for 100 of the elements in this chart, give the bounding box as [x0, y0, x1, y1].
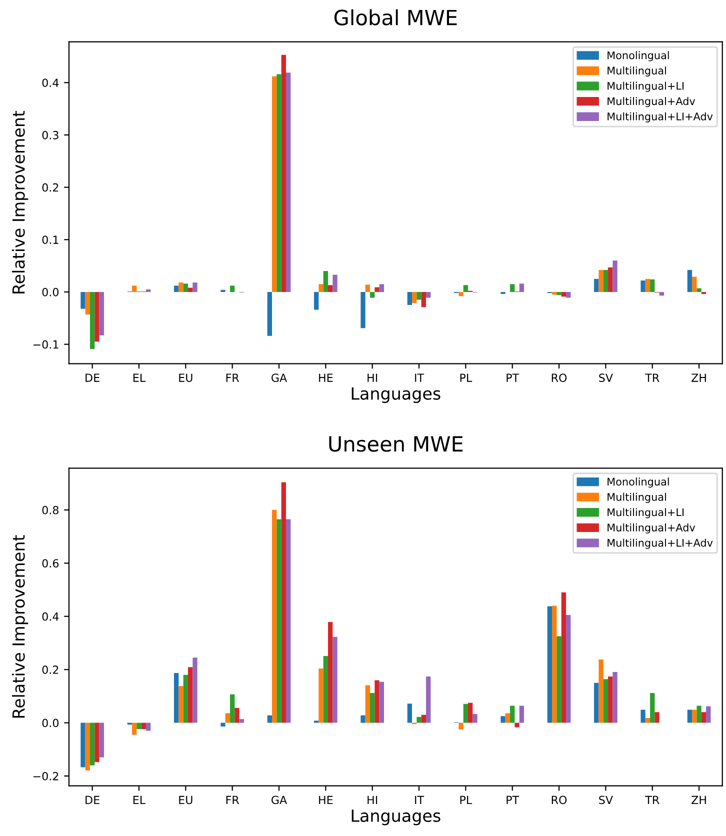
- bar: [561, 292, 566, 297]
- y-tick-label: 0.4: [42, 78, 59, 87]
- bar: [332, 636, 338, 723]
- bar: [561, 592, 566, 723]
- x-tick-label: HI: [368, 374, 378, 382]
- x-tick-label: GA: [272, 796, 288, 804]
- bar: [608, 676, 613, 723]
- legend-label: Multilingual+Adv: [608, 523, 696, 534]
- bar: [505, 713, 510, 723]
- bar: [286, 519, 291, 723]
- x-tick-label: TR: [645, 374, 660, 382]
- x-tick-label: EL: [133, 796, 146, 804]
- bar: [225, 713, 230, 723]
- legend-label: Monolingual: [608, 51, 669, 62]
- y-tick-label: 0.0: [42, 718, 59, 728]
- bar: [514, 722, 520, 728]
- bar: [272, 76, 277, 292]
- bar: [90, 292, 95, 350]
- bar: [178, 282, 184, 292]
- bar: [598, 270, 604, 292]
- bar: [556, 292, 562, 296]
- bar: [407, 292, 412, 306]
- bar: [370, 292, 375, 298]
- y-tick-label: 0.1: [42, 236, 58, 244]
- x-tick-label: ZH: [692, 796, 706, 804]
- bar: [603, 270, 608, 292]
- bar: [556, 636, 562, 723]
- bar: [374, 680, 380, 723]
- bar: [426, 676, 431, 723]
- bar: [85, 722, 90, 770]
- y-tick-label: 0.2: [42, 183, 58, 192]
- bar: [323, 271, 328, 292]
- bar: [412, 292, 417, 303]
- bar: [267, 292, 272, 336]
- bar: [276, 74, 282, 292]
- y-tick-label: 0.3: [42, 130, 58, 140]
- bar: [94, 722, 100, 762]
- bar: [230, 286, 235, 292]
- x-tick-label: HE: [319, 796, 333, 804]
- bar: [598, 659, 604, 723]
- bar: [612, 260, 618, 292]
- bar: [640, 280, 646, 292]
- x-tick-label: GA: [272, 374, 288, 382]
- bar: [314, 292, 319, 310]
- bar: [374, 287, 380, 292]
- bar: [230, 694, 235, 723]
- y-axis-title: Relative Improvement: [12, 110, 28, 294]
- bar: [85, 292, 90, 314]
- bar: [696, 706, 702, 723]
- bar: [594, 682, 599, 723]
- bar: [612, 672, 618, 723]
- bar: [701, 292, 706, 294]
- bar: [267, 715, 272, 723]
- bar: [360, 715, 366, 723]
- bar: [141, 722, 146, 730]
- bar: [146, 722, 151, 731]
- bar: [416, 292, 422, 300]
- x-tick-label: PL: [460, 374, 472, 382]
- bar: [706, 706, 711, 723]
- x-tick-label: HI: [368, 796, 378, 804]
- x-tick-label: PL: [460, 796, 472, 804]
- bar: [328, 622, 333, 723]
- bar: [510, 284, 515, 292]
- bar: [183, 674, 188, 723]
- bar: [239, 719, 244, 723]
- y-tick-label: 0.2: [42, 666, 58, 674]
- bar: [426, 292, 431, 298]
- bar: [519, 706, 524, 723]
- bar: [552, 606, 557, 723]
- bar: [468, 702, 473, 723]
- bar: [174, 286, 179, 292]
- bar: [458, 292, 464, 296]
- x-axis-title: Languages: [352, 387, 440, 404]
- bar: [272, 510, 277, 723]
- bar: [365, 284, 370, 292]
- bar: [547, 606, 552, 723]
- x-tick-label: PT: [506, 796, 520, 804]
- bar: [552, 292, 557, 295]
- bar: [701, 712, 706, 723]
- x-tick-label: EL: [133, 374, 146, 382]
- bar: [276, 519, 282, 723]
- x-tick-label: PT: [506, 374, 520, 382]
- bar: [650, 279, 655, 292]
- y-tick-label: −0.1: [33, 340, 58, 349]
- bar: [594, 278, 599, 292]
- bar: [687, 270, 692, 292]
- bar: [421, 714, 426, 723]
- legend-label: Multilingual+LI+Adv: [608, 538, 713, 549]
- bar: [416, 716, 422, 723]
- chart-title: Unseen MWE: [329, 436, 463, 452]
- y-axis-title: Relative Improvement: [12, 535, 28, 718]
- x-axis-title: Languages: [352, 810, 440, 826]
- x-tick-label: FR: [226, 374, 240, 382]
- x-tick-label: IT: [415, 796, 424, 804]
- bar: [99, 722, 104, 758]
- x-tick-label: EU: [179, 374, 192, 382]
- bar: [99, 292, 104, 336]
- bar: [174, 673, 179, 723]
- bar: [332, 274, 338, 292]
- bar: [220, 722, 226, 727]
